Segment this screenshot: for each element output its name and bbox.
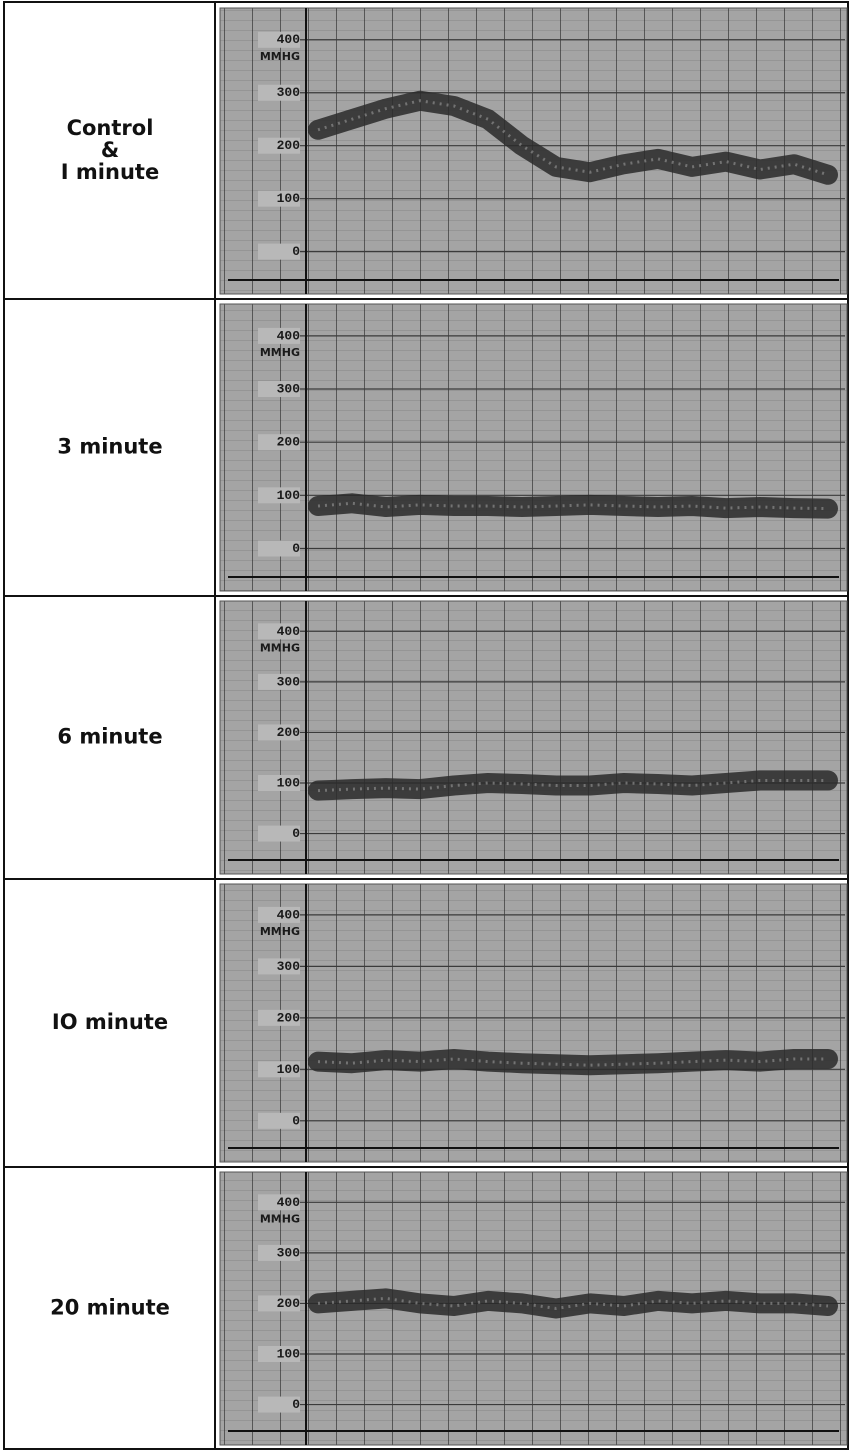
pressure-trace <box>308 1288 838 1319</box>
y-tick-label: 0 <box>292 244 300 259</box>
y-tick-label: 200 <box>277 435 301 450</box>
y-tick-label: 0 <box>292 1113 300 1128</box>
y-tick-label: 200 <box>277 1010 301 1025</box>
tick-label-bg <box>258 1346 300 1362</box>
tick-label-bg <box>258 540 300 557</box>
pressure-trace-texture <box>317 1296 829 1311</box>
y-tick-label: 300 <box>277 85 301 100</box>
tick-label-bg <box>258 775 300 791</box>
y-tick-label: 0 <box>292 826 300 841</box>
y-tick-label: 300 <box>277 1245 301 1260</box>
tick-label-bg <box>258 825 300 842</box>
y-tick-label: 400 <box>277 1195 301 1210</box>
y-tick-label: 0 <box>292 541 300 556</box>
row-label: & <box>101 138 119 162</box>
tick-label-bg <box>258 487 300 504</box>
y-axis-unit: MMHG <box>260 1212 300 1225</box>
y-tick-label: 400 <box>277 32 301 47</box>
row-label: Control <box>67 116 154 140</box>
tick-label-bg <box>258 724 300 741</box>
tick-label-bg <box>258 1244 300 1261</box>
table-border <box>3 1 849 1450</box>
row-label: 20 minute <box>50 1296 170 1320</box>
row-label: 3 minute <box>57 435 162 459</box>
y-axis-unit: MMHG <box>260 925 300 938</box>
tick-label-bg <box>258 84 300 101</box>
pressure-trace-texture <box>317 779 828 793</box>
tick-label-bg <box>258 623 300 640</box>
row-label: 6 minute <box>57 725 162 749</box>
y-tick-label: 400 <box>277 328 301 343</box>
y-tick-label: 400 <box>277 907 301 922</box>
y-tick-label: 200 <box>277 138 301 153</box>
pressure-trace-texture <box>317 1057 828 1067</box>
tick-label-bg <box>258 1295 300 1312</box>
tick-label-bg <box>258 434 300 451</box>
y-axis-unit: MMHG <box>260 346 300 359</box>
tick-label-bg <box>258 906 300 923</box>
tick-label-bg <box>258 31 300 48</box>
y-tick-label: 300 <box>277 674 301 689</box>
y-tick-label: 400 <box>277 624 301 639</box>
y-axis-unit: MMHG <box>260 50 300 63</box>
tick-label-bg <box>258 1112 300 1129</box>
y-tick-label: 0 <box>292 1397 300 1412</box>
tick-label-bg <box>258 243 300 260</box>
tick-label-bg <box>258 1194 300 1211</box>
chart-paper <box>219 303 848 592</box>
y-tick-label: 100 <box>277 488 301 503</box>
y-tick-label: 300 <box>277 381 301 396</box>
pressure-trace <box>308 90 838 185</box>
tick-label-bg <box>258 958 300 975</box>
y-tick-label: 200 <box>277 725 301 740</box>
tick-label-bg <box>258 327 300 344</box>
y-tick-label: 100 <box>277 1346 301 1361</box>
tick-label-bg <box>258 1009 300 1026</box>
tick-label-bg <box>258 137 300 154</box>
row-label: IO minute <box>52 1010 168 1034</box>
pressure-trace-texture <box>317 501 829 511</box>
tick-label-bg <box>258 381 300 398</box>
y-tick-label: 200 <box>277 1296 301 1311</box>
chart-paper <box>219 883 848 1163</box>
y-tick-label: 100 <box>277 775 301 790</box>
tick-label-bg <box>258 1396 300 1413</box>
y-axis-unit: MMHG <box>260 641 300 654</box>
y-tick-label: 100 <box>277 1062 301 1077</box>
y-tick-label: 300 <box>277 959 301 974</box>
tick-label-bg <box>258 1061 300 1078</box>
chart-paper <box>219 600 848 875</box>
y-tick-label: 100 <box>277 191 301 206</box>
tick-label-bg <box>258 190 300 207</box>
row-label: I minute <box>61 160 159 184</box>
tick-label-bg <box>258 673 300 690</box>
